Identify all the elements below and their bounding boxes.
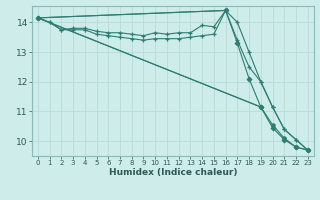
X-axis label: Humidex (Indice chaleur): Humidex (Indice chaleur) (108, 168, 237, 177)
